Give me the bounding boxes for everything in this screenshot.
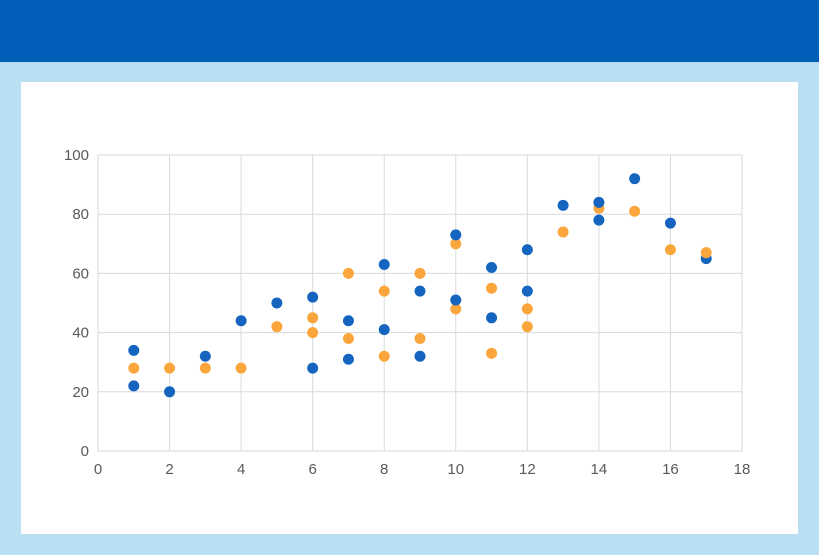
data-point-series-orange [557,226,569,238]
data-point-series-blue [128,344,140,356]
data-point-series-orange [700,247,712,259]
y-axis-tick-label: 40 [72,325,89,342]
y-axis-tick-label: 20 [72,384,89,401]
x-axis-tick-label: 16 [662,461,679,478]
data-point-series-blue [378,259,390,271]
data-point-series-blue [271,297,283,309]
data-point-series-orange [521,303,533,315]
x-axis-tick-label: 0 [94,461,102,478]
x-axis-tick-label: 4 [237,461,245,478]
data-point-series-orange [521,321,533,333]
data-point-series-blue [486,312,498,324]
y-axis-tick-label: 100 [64,147,89,164]
scatter-chart[interactable]: 0 2 4 6 8 10 12 14 16 18 0 20 40 60 80 100 [21,82,798,534]
data-point-series-blue [307,291,319,303]
data-point-series-orange [271,321,283,333]
data-point-series-blue [235,315,247,327]
y-axis-tick-label: 0 [81,443,89,460]
data-point-series-blue [342,353,354,365]
data-point-series-blue [414,285,426,297]
data-point-series-orange [450,303,462,315]
data-point-series-orange [307,312,319,324]
data-point-series-blue [593,196,605,208]
data-point-series-orange [128,362,140,374]
data-point-series-blue [342,315,354,327]
data-point-series-orange [486,347,498,359]
data-point-series-blue [128,380,140,392]
data-point-series-blue [199,350,211,362]
data-point-series-orange [342,267,354,279]
plot-border [97,154,743,452]
data-point-series-blue [629,173,641,185]
data-point-series-orange [199,362,211,374]
data-point-series-blue [450,294,462,306]
x-axis-tick-label: 6 [308,461,316,478]
data-point-series-blue [450,229,462,241]
data-point-series-orange [486,282,498,294]
data-point-series-blue [164,386,176,398]
data-point-series-orange [414,267,426,279]
data-point-series-orange [414,333,426,345]
data-point-series-blue [521,244,533,256]
x-axis-tick-label: 2 [165,461,173,478]
top-bar [0,0,819,62]
data-point-series-orange [450,238,462,250]
data-point-series-blue [664,217,676,229]
data-point-series-blue [486,261,498,273]
data-point-series-orange [342,333,354,345]
x-axis-tick-label: 18 [734,461,751,478]
data-point-series-orange [378,285,390,297]
data-point-series-orange [378,350,390,362]
x-axis-tick-label: 12 [519,461,536,478]
data-point-series-blue [593,214,605,226]
x-axis-tick-label: 10 [447,461,464,478]
data-point-series-blue [414,350,426,362]
data-point-series-orange [664,244,676,256]
y-axis-tick-label: 60 [72,265,89,282]
y-axis-tick-label: 80 [72,206,89,223]
data-point-series-blue [378,324,390,336]
data-point-series-blue [307,362,319,374]
x-axis-tick-label: 8 [380,461,388,478]
data-point-series-blue [557,199,569,211]
data-point-series-blue [521,285,533,297]
x-axis-tick-label: 14 [591,461,608,478]
data-point-series-orange [307,327,319,339]
data-point-series-orange [235,362,247,374]
data-point-series-orange [629,205,641,217]
data-point-series-orange [164,362,176,374]
chart-panel: 0 2 4 6 8 10 12 14 16 18 0 20 40 60 80 100 [21,82,798,534]
